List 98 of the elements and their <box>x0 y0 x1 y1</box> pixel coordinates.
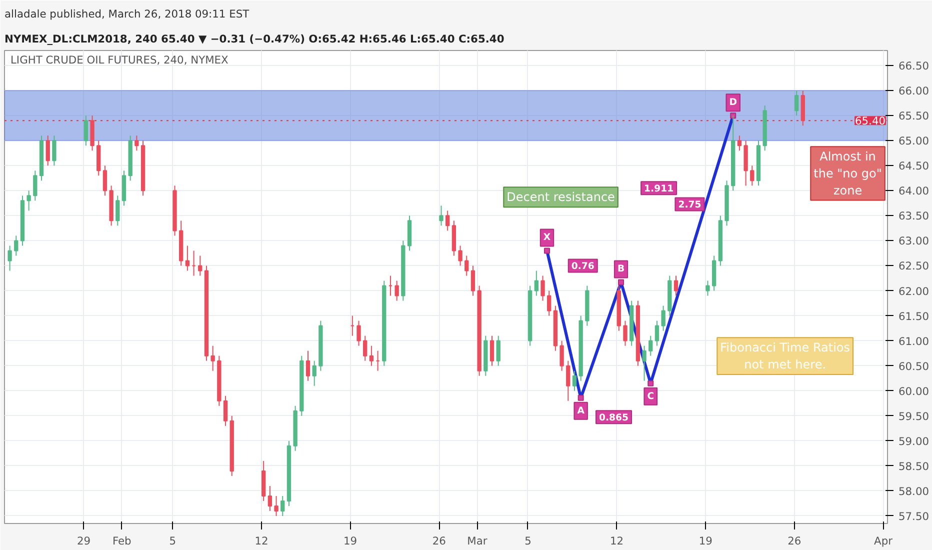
y-tick-label: 58.50 <box>898 460 930 473</box>
candlestick <box>363 335 368 362</box>
candlestick <box>674 275 678 296</box>
candlestick <box>661 305 666 332</box>
candlestick <box>458 245 462 266</box>
x-tick-label: 5 <box>169 534 176 548</box>
chart-title: LIGHT CRUDE OIL FUTURES, 240, NYMEX <box>10 54 228 66</box>
candlestick <box>312 360 316 386</box>
candlestick <box>274 495 278 516</box>
annotation: Almost in the "no go" zone <box>814 150 882 198</box>
candlestick <box>566 360 570 402</box>
candlestick <box>794 90 799 116</box>
candlestick <box>737 135 742 152</box>
candlestick <box>268 485 272 512</box>
x-tick-label: 12 <box>254 534 268 548</box>
candlestick <box>534 270 538 296</box>
candlestick <box>356 320 361 346</box>
candlestick <box>560 340 564 372</box>
y-tick-label: 65.00 <box>898 134 930 148</box>
chart-subtitle: NYMEX_DL:CLM2018, 240 65.40 ▼ −0.31 (−0.47%) O:65.42 H:65.46 L:65.40 C:65.40 <box>4 32 504 46</box>
candlestick <box>496 335 500 366</box>
annotation: Fibonacci Time Ratios not met here. <box>720 340 850 372</box>
annotation: Decent resistance <box>506 190 615 204</box>
y-tick-label: 59.00 <box>898 434 930 448</box>
y-tick-label: 63.00 <box>898 234 930 248</box>
x-tick-label: 29 <box>77 534 91 548</box>
x-tick-label: 12 <box>610 534 624 548</box>
candlestick <box>280 495 285 516</box>
candlestick <box>102 165 108 196</box>
point <box>544 248 550 254</box>
candlestick <box>306 350 310 382</box>
x-tick-label: 19 <box>344 534 358 548</box>
candlestick <box>223 395 228 426</box>
candlestick <box>439 205 444 226</box>
candlestick <box>750 165 754 186</box>
x-tick-label: 19 <box>698 534 713 548</box>
x-tick-label: Mar <box>467 534 488 548</box>
point <box>578 394 584 401</box>
y-tick-label: 60.50 <box>898 360 930 373</box>
y-tick-label: 58.00 <box>898 484 930 498</box>
point <box>618 279 624 286</box>
x-tick-label: Feb <box>112 534 132 548</box>
annotation: X <box>543 232 551 244</box>
y-tick-label: 62.50 <box>898 260 930 273</box>
candlestick <box>540 275 545 302</box>
candlestick <box>642 345 646 382</box>
candlestick <box>210 345 215 372</box>
candlestick <box>26 190 31 212</box>
candlestick <box>464 255 469 276</box>
point <box>648 380 654 386</box>
y-tick-label: 63.50 <box>898 210 930 223</box>
annotation: D <box>729 97 738 108</box>
y-tick-label: 57.50 <box>898 510 930 523</box>
candlestick <box>116 195 120 226</box>
candlestick <box>654 320 660 346</box>
candlestick <box>185 245 190 272</box>
candlestick <box>14 235 18 256</box>
candlestick <box>8 245 12 272</box>
candlestick <box>446 210 450 232</box>
annotation: B <box>617 264 625 275</box>
candlestick <box>394 280 399 302</box>
text: alladale published, March 26, 2018 09:11 EST <box>4 8 250 20</box>
candlestick <box>198 255 202 276</box>
candlestick <box>623 320 628 346</box>
annotation: 1.911 <box>644 184 674 195</box>
candlestick <box>706 280 710 296</box>
annotation: 0.76 <box>571 261 594 272</box>
candlestick <box>52 135 56 166</box>
y-tick-label: 64.00 <box>898 184 930 198</box>
candlestick <box>84 115 88 146</box>
point <box>730 112 736 119</box>
y-tick-label: 61.50 <box>898 310 930 323</box>
candlestick <box>134 135 139 152</box>
y-tick-label: 64.50 <box>898 160 930 173</box>
candlestick <box>46 135 50 166</box>
annotation: C <box>647 390 654 402</box>
candlestick <box>33 170 38 202</box>
ref-line-label: 65.40 <box>854 114 886 128</box>
candlestick <box>369 345 374 366</box>
y-tick-label: 59.50 <box>898 410 930 423</box>
x-tick-label: 26 <box>432 534 446 548</box>
candlestick <box>547 290 552 316</box>
x-tick-label: Apr <box>874 534 894 548</box>
annotation: 0.865 <box>599 412 629 424</box>
y-tick-label: 66.00 <box>898 84 930 98</box>
y-tick-label: 60.00 <box>898 384 930 398</box>
y-tick-label: 66.50 <box>898 60 930 73</box>
annotation: 2.75 <box>678 200 702 211</box>
candlestick <box>572 370 577 392</box>
candlestick <box>470 265 476 296</box>
annotation: A <box>577 405 586 416</box>
x-tick-label: 26 <box>788 534 802 548</box>
candlestick <box>490 335 494 366</box>
y-tick-label: 61.00 <box>898 334 930 348</box>
x-tick-label: 5 <box>524 534 532 548</box>
y-tick-label: 62.00 <box>898 284 930 298</box>
y-tick-label: 65.50 <box>898 110 930 123</box>
candlestick <box>648 335 653 356</box>
